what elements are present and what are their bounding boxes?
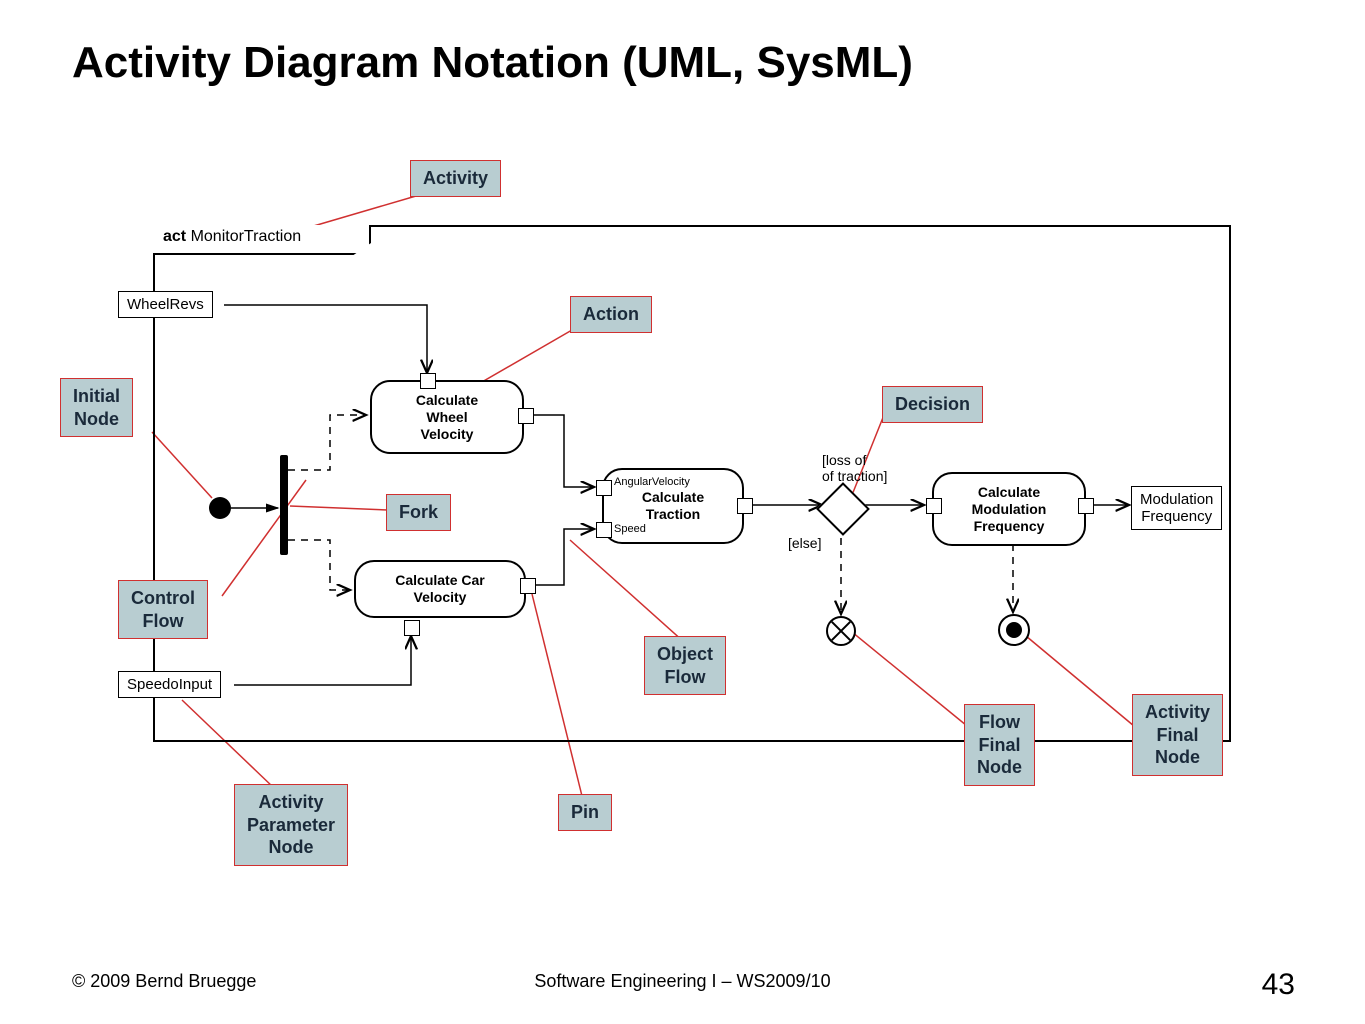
initial-node xyxy=(209,497,231,519)
traction-pin-label-top: AngularVelocity xyxy=(614,476,736,489)
pin-calc-car-right xyxy=(520,578,536,594)
slide-title: Activity Diagram Notation (UML, SysML) xyxy=(72,38,913,88)
pin-traction-left-top xyxy=(596,480,612,496)
pin-traction-left-bot xyxy=(596,522,612,538)
callout-fork: Fork xyxy=(386,494,451,531)
param-node-wheelrevs: WheelRevs xyxy=(118,291,213,318)
pin-mod-left xyxy=(926,498,942,514)
callout-flow-final: Flow Final Node xyxy=(964,704,1035,786)
action-calc-car-label: Calculate Car Velocity xyxy=(362,572,518,606)
callout-activity-param: Activity Parameter Node xyxy=(234,784,348,866)
callout-activity: Activity xyxy=(410,160,501,197)
guard-loss: [loss of of traction] xyxy=(822,452,887,484)
action-calc-traction: AngularVelocity Calculate Traction Speed xyxy=(602,468,744,544)
callout-initial-node: Initial Node xyxy=(60,378,133,437)
callout-activity-final: Activity Final Node xyxy=(1132,694,1223,776)
pin-calc-wheel-top xyxy=(420,373,436,389)
footer-copyright: © 2009 Bernd Bruegge xyxy=(72,971,256,992)
callout-decision: Decision xyxy=(882,386,983,423)
param-node-modfreq: Modulation Frequency xyxy=(1131,486,1222,530)
frame-header: act MonitorTraction xyxy=(153,225,371,255)
pin-calc-car-bottom xyxy=(404,620,420,636)
callout-action: Action xyxy=(570,296,652,333)
frame-header-name: MonitorTraction xyxy=(191,228,302,245)
callout-control-flow: Control Flow xyxy=(118,580,208,639)
fork-bar xyxy=(280,455,288,555)
callout-pin: Pin xyxy=(558,794,612,831)
pin-mod-right xyxy=(1078,498,1094,514)
callout-object-flow: Object Flow xyxy=(644,636,726,695)
flow-final-node xyxy=(826,616,856,646)
action-calc-traction-label: Calculate Traction xyxy=(610,489,736,523)
guard-else: [else] xyxy=(788,535,821,551)
action-calc-wheel: Calculate Wheel Velocity xyxy=(370,380,524,454)
action-calc-car: Calculate Car Velocity xyxy=(354,560,526,618)
footer-course: Software Engineering I – WS2009/10 xyxy=(534,971,830,992)
action-calc-mod-label: Calculate Modulation Frequency xyxy=(940,484,1078,534)
footer-page-number: 43 xyxy=(1262,968,1295,1002)
pin-traction-right xyxy=(737,498,753,514)
pin-calc-wheel-right xyxy=(518,408,534,424)
traction-pin-label-bot: Speed xyxy=(614,523,736,536)
activity-final-node xyxy=(998,614,1030,646)
param-node-speedoinput: SpeedoInput xyxy=(118,671,221,698)
frame-header-prefix: act xyxy=(163,228,186,245)
action-calc-mod: Calculate Modulation Frequency xyxy=(932,472,1086,546)
action-calc-wheel-label: Calculate Wheel Velocity xyxy=(378,392,516,442)
